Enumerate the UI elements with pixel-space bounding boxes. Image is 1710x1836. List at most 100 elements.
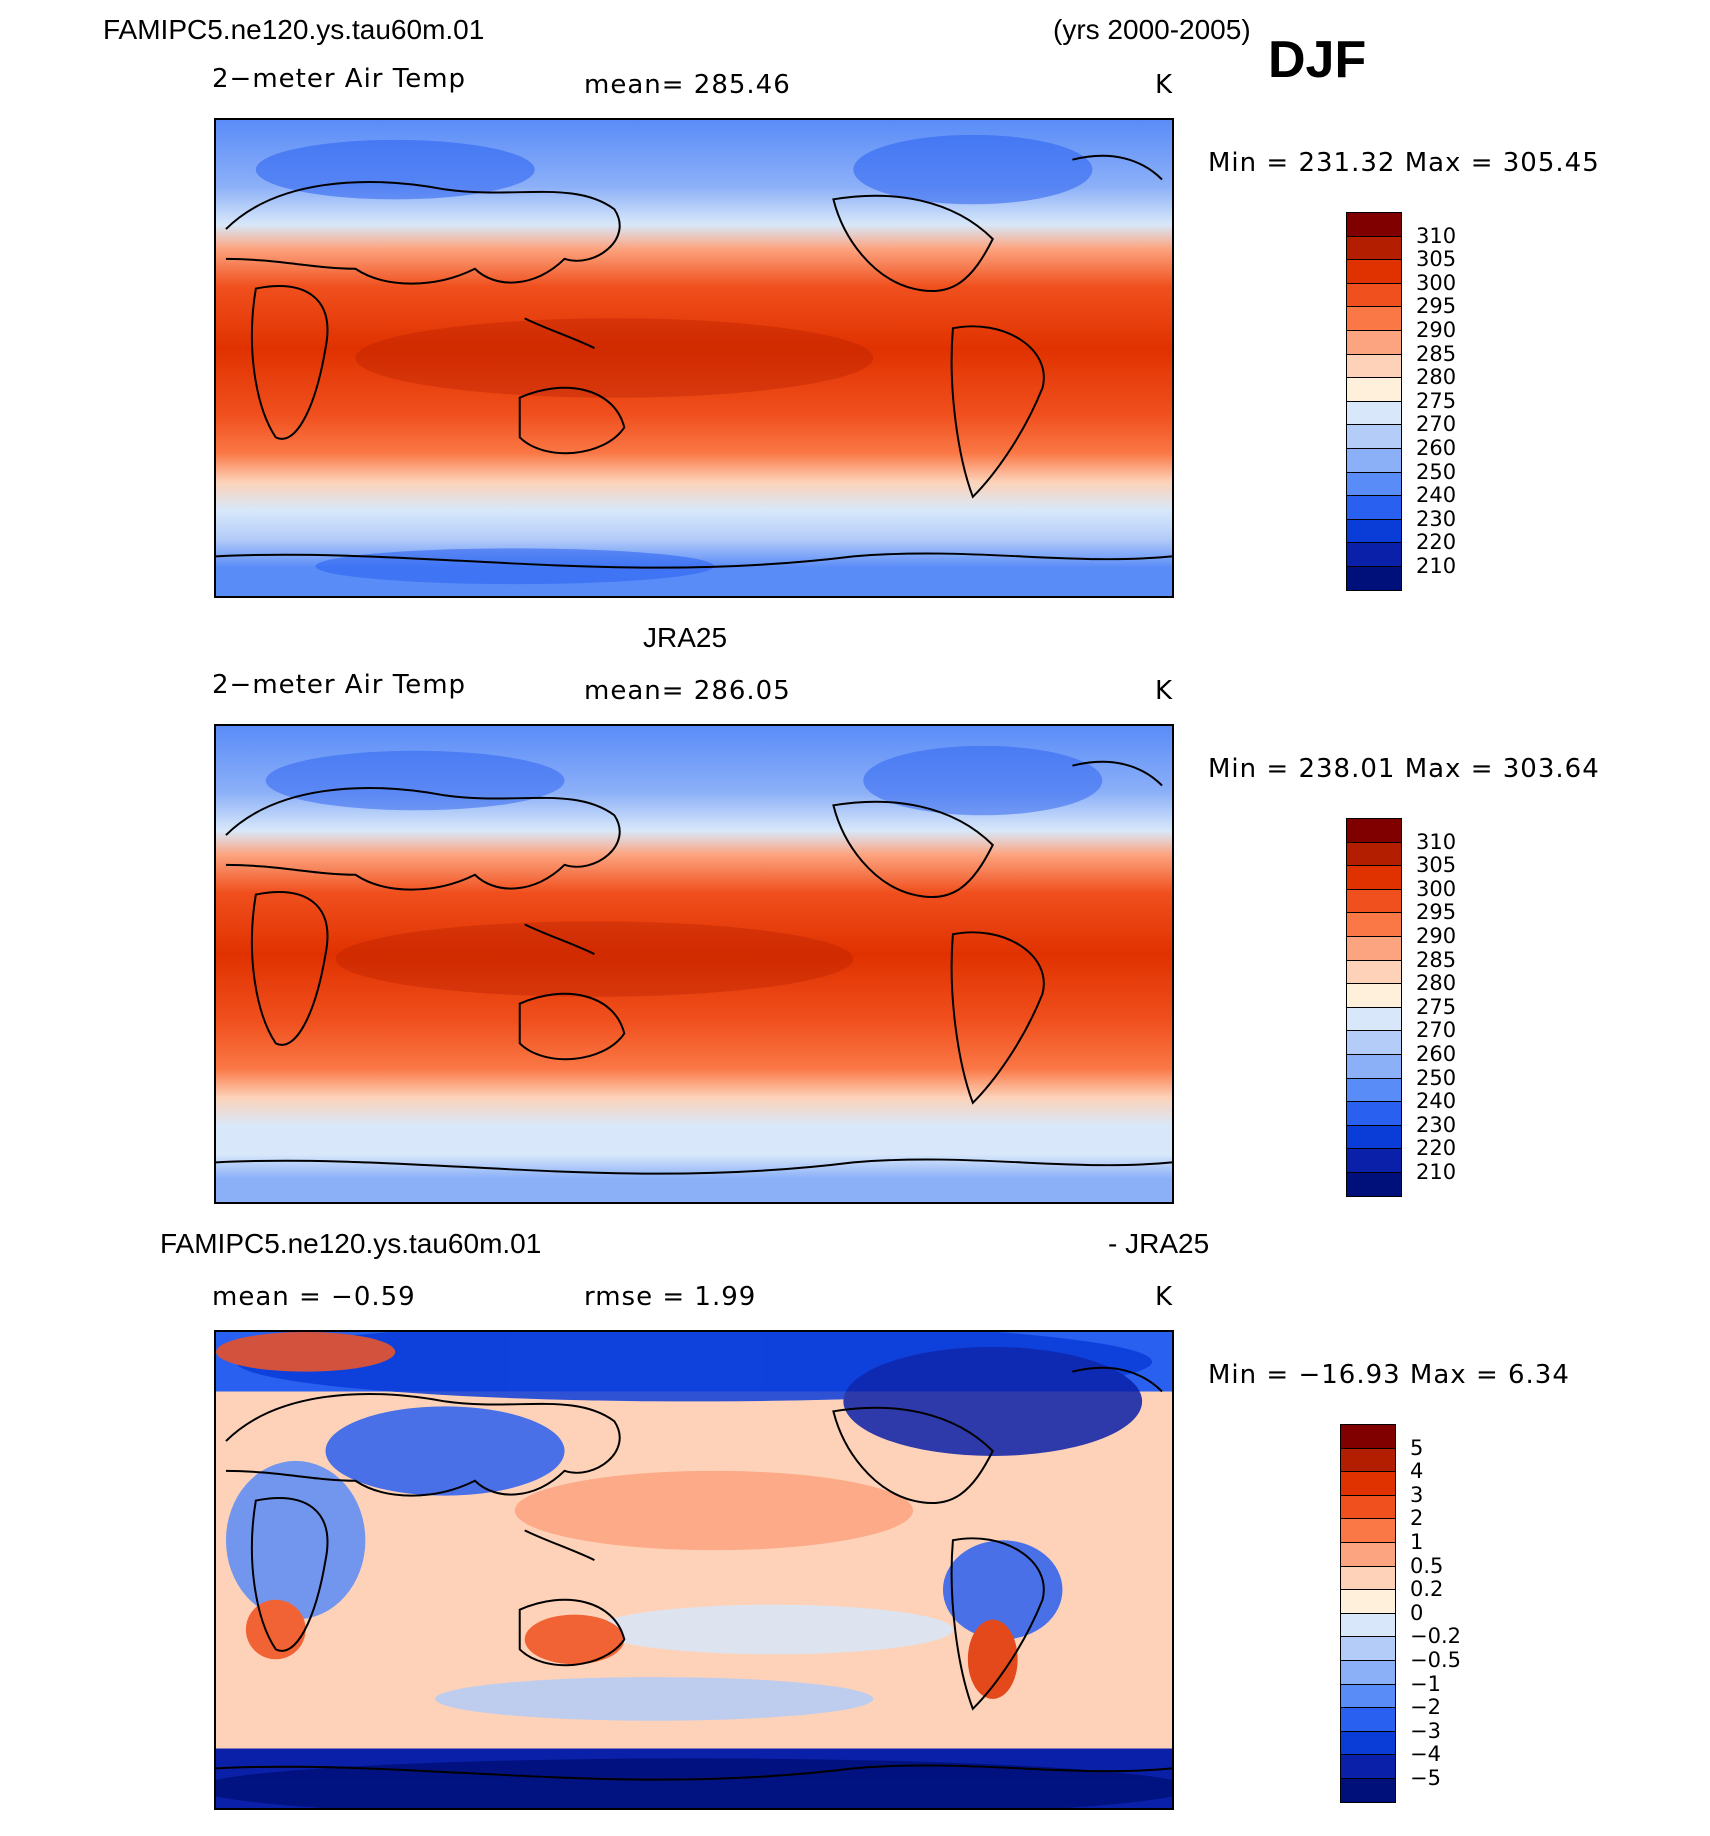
colorbar-tick-label: −1 [1410,1671,1441,1696]
colorbar-tick-label: 270 [1416,1018,1457,1043]
colorbar-tick-label: 275 [1416,388,1457,413]
colorbar-swatch [1340,1754,1396,1779]
panel3-title: FAMIPC5.ne120.ys.tau60m.01 [160,1228,542,1259]
colorbar-tick-label: 0 [1410,1600,1424,1625]
panel2-title: JRA25 [643,622,728,653]
colorbar-tick-label: 310 [1416,223,1457,248]
panel1-units: K [1155,70,1174,100]
colorbar-swatch [1346,888,1402,914]
colorbar-tick-label: −0.2 [1410,1624,1461,1649]
panel3-title-right: - JRA25 [1108,1228,1210,1259]
colorbar-swatch [1346,235,1402,261]
colorbar-tick-label: −4 [1410,1742,1441,1767]
colorbar-swatch [1346,471,1402,497]
colorbar-swatch [1346,959,1402,985]
colorbar-tick-label: 250 [1416,1065,1457,1090]
colorbar-swatch [1346,212,1402,237]
colorbar-tick-label: 250 [1416,459,1457,484]
colorbar-tick-label: 210 [1416,554,1457,578]
colorbar-swatch [1346,495,1402,520]
panel2-variable: 2−meter Air Temp [212,670,467,700]
colorbar-tick-label: 295 [1416,294,1457,319]
colorbar-swatch [1346,1172,1402,1197]
colorbar-tick-label: 5 [1410,1435,1424,1460]
colorbar-swatch [1346,865,1402,890]
panel3-mean: mean = −0.59 [212,1282,416,1312]
season-label: DJF [1268,31,1367,89]
colorbar-swatch [1340,1683,1396,1709]
colorbar-swatch [1346,542,1402,567]
colorbar-tick-label: −3 [1410,1718,1441,1743]
colorbar-tick-label: −2 [1410,1695,1441,1720]
colorbar-swatch [1346,330,1402,355]
colorbar-swatch [1340,1707,1396,1732]
colorbar-tick-label: 285 [1416,947,1457,972]
colorbar-swatch [1346,841,1402,867]
colorbar-swatch [1340,1612,1396,1638]
panel2-mean: mean= 286.05 [584,676,791,706]
colorbar-tick-label: 295 [1416,900,1457,925]
colorbar-swatch [1340,1589,1396,1614]
panel2-minmax: Min = 238.01 Max = 303.64 [1208,754,1600,784]
colorbar-tick-label: 310 [1416,829,1457,854]
colorbar-tick-label: −5 [1410,1766,1441,1790]
colorbar-tick-label: 260 [1416,436,1457,460]
colorbar-swatch [1346,1030,1402,1055]
colorbar-tick-label: 280 [1416,971,1457,996]
colorbar-tick-label: 220 [1416,1136,1457,1161]
colorbar-tick-label: 290 [1416,318,1457,342]
panel1-minmax: Min = 231.32 Max = 305.45 [1208,148,1600,178]
colorbar-swatch [1346,1006,1402,1032]
colorbar-tick-label: 275 [1416,994,1457,1019]
colorbar-swatch [1346,448,1402,473]
colorbar-tick-label: 230 [1416,1112,1457,1137]
colorbar-tick-label: 290 [1416,924,1457,948]
colorbar-swatch [1346,259,1402,284]
colorbar-swatch [1346,518,1402,544]
colorbar-swatch [1346,306,1402,331]
colorbar-tick-label: 240 [1416,483,1457,508]
colorbar-tick-label: 1 [1410,1530,1424,1554]
colorbar-swatch [1340,1424,1396,1449]
colorbar-tick-label: 230 [1416,506,1457,531]
colorbar-tick-label: 3 [1410,1482,1424,1507]
colorbar-swatch [1340,1542,1396,1567]
colorbar-swatch [1346,282,1402,308]
colorbar-swatch [1340,1565,1396,1591]
panel1-variable: 2−meter Air Temp [212,64,467,94]
years-label: (yrs 2000-2005) [1053,14,1251,45]
colorbar-swatch [1340,1494,1396,1520]
colorbar-swatch [1346,1054,1402,1079]
colorbar-swatch [1346,353,1402,379]
colorbar-swatch [1346,1124,1402,1150]
panel1-map [214,118,1174,598]
colorbar-swatch [1346,424,1402,449]
panel3-rmse: rmse = 1.99 [584,1282,757,1312]
colorbar-swatch [1346,912,1402,937]
colorbar-swatch [1346,1148,1402,1173]
panel1-mean: mean= 285.46 [584,70,791,100]
colorbar-tick-label: −0.5 [1410,1648,1461,1672]
panel2-map [214,724,1174,1204]
colorbar-tick-label: 280 [1416,365,1457,390]
colorbar-swatch [1340,1447,1396,1473]
colorbar-swatch [1346,400,1402,426]
colorbar-tick-label: 220 [1416,530,1457,555]
colorbar-tick-label: 305 [1416,853,1457,878]
colorbar-swatch [1346,377,1402,402]
colorbar-tick-label: 2 [1410,1506,1424,1531]
colorbar-swatch [1340,1471,1396,1496]
panel3-map [214,1330,1174,1810]
colorbar-tick-label: 0.5 [1410,1553,1444,1578]
colorbar-tick-label: 305 [1416,247,1457,272]
colorbar-tick-label: 300 [1416,876,1457,901]
colorbar-swatch [1346,936,1402,961]
colorbar-tick-label: 285 [1416,341,1457,366]
colorbar-tick-label: 4 [1410,1459,1424,1484]
colorbar-swatch [1340,1660,1396,1685]
panel3-minmax: Min = −16.93 Max = 6.34 [1208,1360,1570,1390]
colorbar-tick-label: 270 [1416,412,1457,437]
colorbar-swatch [1346,566,1402,591]
colorbar-swatch [1346,1101,1402,1126]
colorbar-tick-label: 240 [1416,1089,1457,1114]
